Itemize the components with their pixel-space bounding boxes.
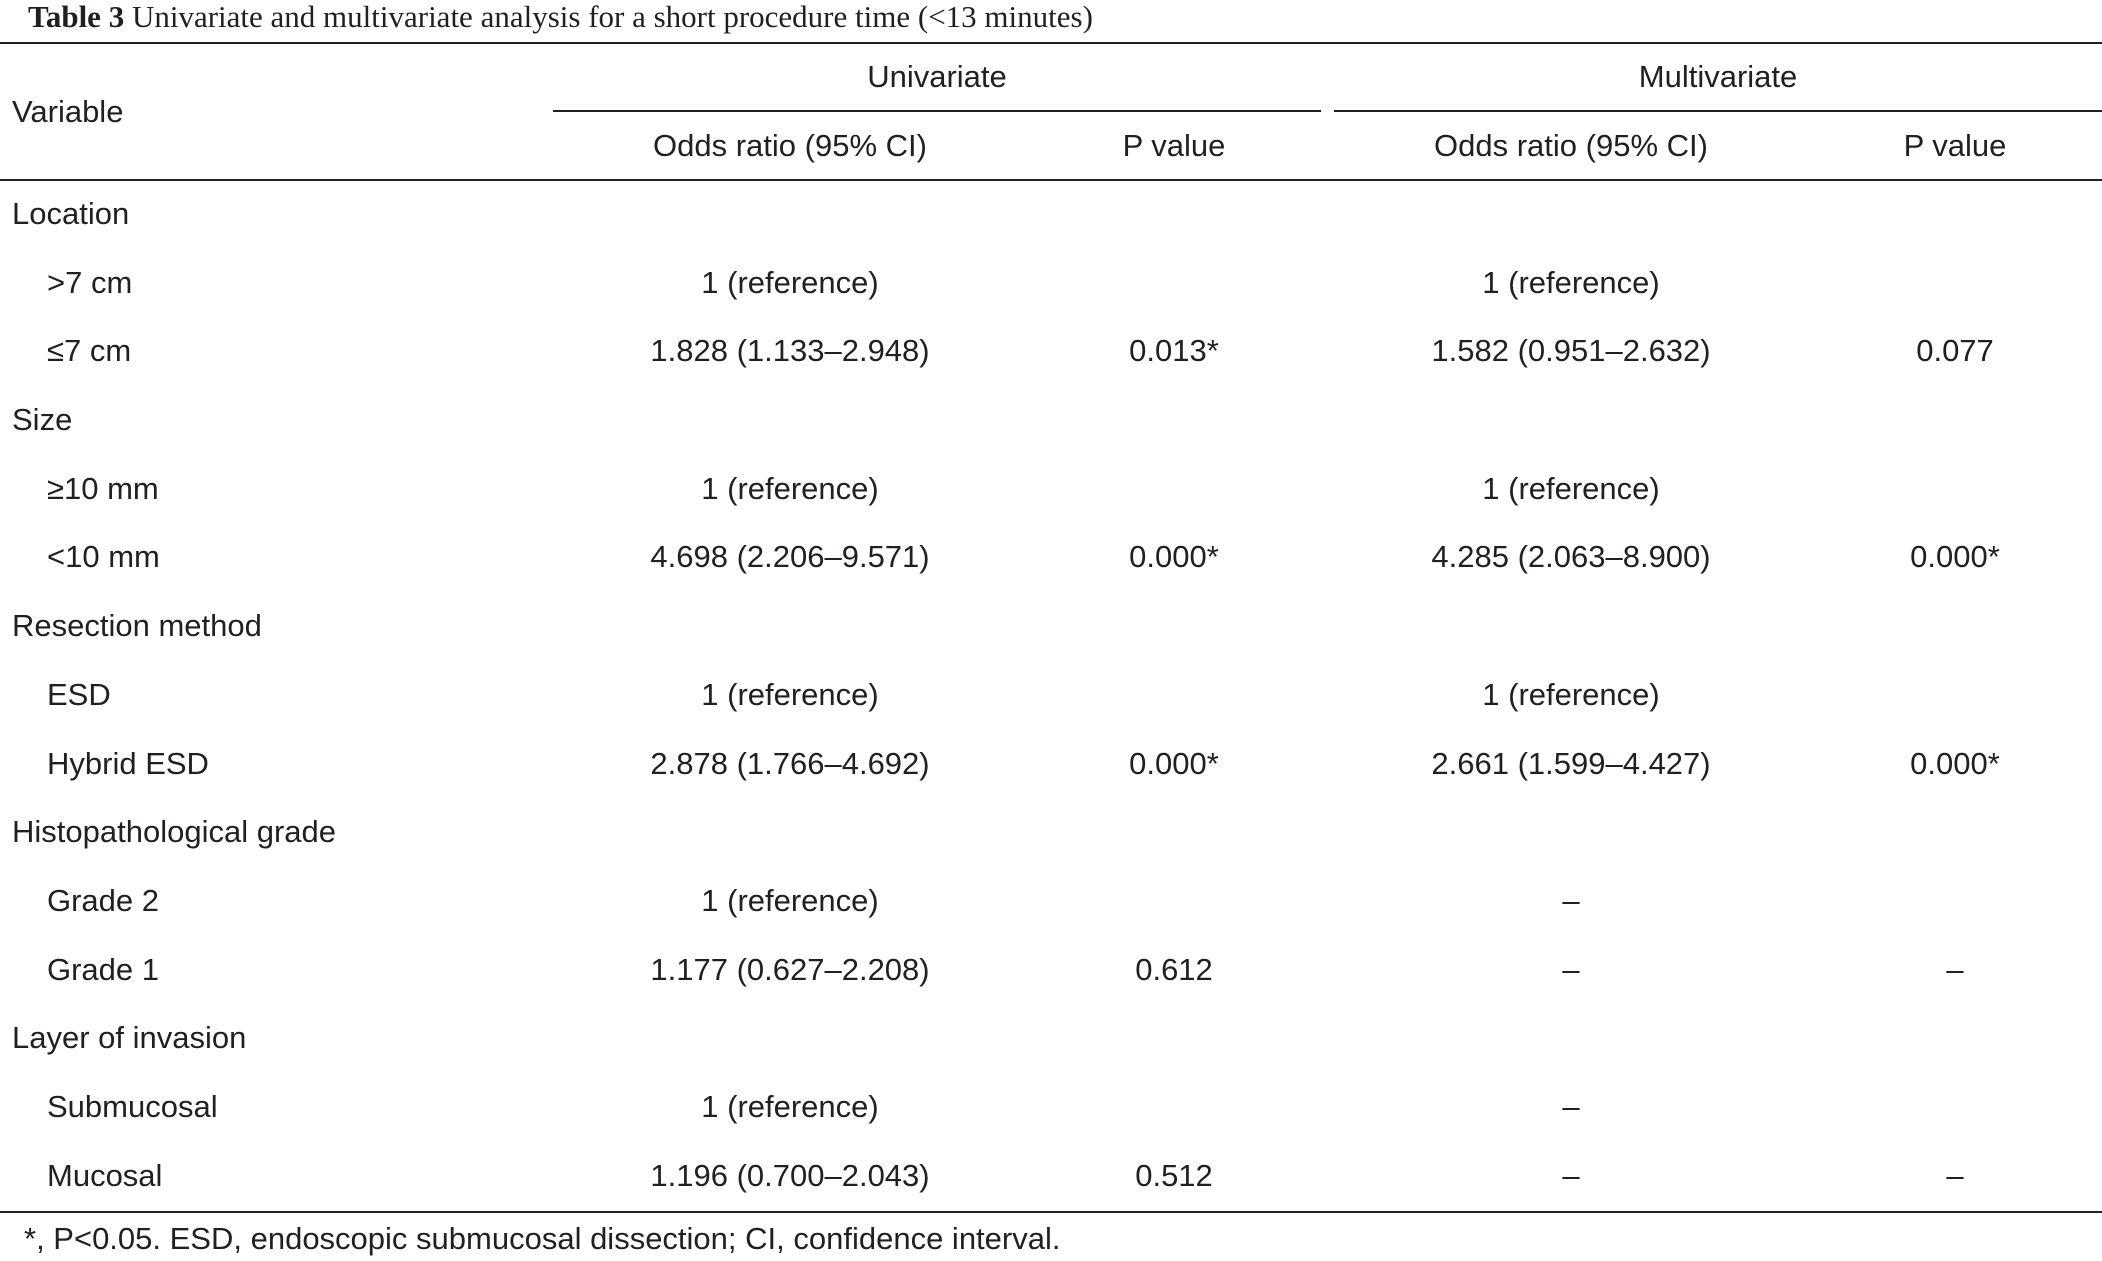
table-group-row: Location <box>0 181 2102 250</box>
header-univariate: Univariate <box>867 59 1007 94</box>
cell-multivariate-odds-ratio: 1.582 (0.951–2.632) <box>1431 333 1711 369</box>
table-row: ≥10 mm 1 (reference) 1 (reference) <box>0 456 2102 525</box>
cell-univariate-p-value: 0.612 <box>1135 951 1213 987</box>
cell-variable: >7 cm <box>47 264 133 300</box>
cell-variable: <10 mm <box>47 539 160 575</box>
cell-multivariate-odds-ratio: 4.285 (2.063–8.900) <box>1431 539 1711 575</box>
table-row: >7 cm 1 (reference) 1 (reference) <box>0 250 2102 319</box>
cell-univariate-p-value: 0.000* <box>1129 745 1219 781</box>
cell-multivariate-p-value: – <box>1946 951 1964 987</box>
cell-multivariate-odds-ratio: – <box>1562 1088 1580 1124</box>
cell-multivariate-p-value: 0.000* <box>1910 539 2000 575</box>
table-footnote: *, P<0.05. ESD, endoscopic submucosal di… <box>24 1221 1061 1256</box>
cell-univariate-odds-ratio: 1.196 (0.700–2.043) <box>650 1157 930 1193</box>
cell-univariate-odds-ratio: 1 (reference) <box>701 470 879 506</box>
cell-univariate-odds-ratio: 1.828 (1.133–2.948) <box>650 333 930 369</box>
header-multivariate-p-value: P value <box>1903 128 2007 163</box>
table-row: Grade 2 1 (reference) – <box>0 868 2102 937</box>
table-row: Submucosal 1 (reference) – <box>0 1074 2102 1143</box>
table-group-row: Resection method <box>0 593 2102 662</box>
cell-variable: Layer of invasion <box>12 1020 247 1056</box>
univariate-group-rule <box>553 110 1321 112</box>
cell-univariate-p-value: 0.000* <box>1129 539 1219 575</box>
cell-univariate-odds-ratio: 1.177 (0.627–2.208) <box>650 951 930 987</box>
cell-variable: Grade 2 <box>47 882 160 918</box>
cell-multivariate-p-value: 0.077 <box>1916 333 1994 369</box>
cell-multivariate-p-value: – <box>1946 1157 1964 1193</box>
header-multivariate-odds-ratio: Odds ratio (95% CI) <box>1434 128 1708 163</box>
table-caption-label: Table 3 <box>28 0 125 34</box>
header-multivariate: Multivariate <box>1638 59 1798 94</box>
cell-multivariate-odds-ratio: – <box>1562 1157 1580 1193</box>
cell-variable: Size <box>12 402 73 438</box>
header-bottom-rule <box>0 179 2102 181</box>
cell-multivariate-p-value: 0.000* <box>1910 745 2000 781</box>
cell-variable: ESD <box>47 676 111 712</box>
cell-univariate-odds-ratio: 1 (reference) <box>701 264 879 300</box>
table-caption-text: Univariate and multivariate analysis for… <box>124 0 1093 34</box>
cell-multivariate-odds-ratio: – <box>1562 882 1580 918</box>
cell-variable: ≤7 cm <box>47 333 132 369</box>
cell-variable: Hybrid ESD <box>47 745 209 781</box>
table-row: ESD 1 (reference) 1 (reference) <box>0 662 2102 731</box>
multivariate-group-rule <box>1334 110 2102 112</box>
cell-multivariate-odds-ratio: 1 (reference) <box>1482 470 1660 506</box>
header-variable: Variable <box>12 94 124 129</box>
header-univariate-p-value: P value <box>1122 128 1226 163</box>
table-top-rule <box>0 42 2102 44</box>
table-caption: Table 3 Univariate and multivariate anal… <box>28 0 1093 40</box>
cell-variable: Mucosal <box>47 1157 163 1193</box>
table-group-row: Histopathological grade <box>0 799 2102 868</box>
cell-multivariate-odds-ratio: – <box>1562 951 1580 987</box>
table-row: Hybrid ESD 2.878 (1.766–4.692) 0.000* 2.661… <box>0 731 2102 800</box>
cell-variable: Submucosal <box>47 1088 218 1124</box>
cell-multivariate-odds-ratio: 2.661 (1.599–4.427) <box>1431 745 1711 781</box>
table-group-row: Layer of invasion <box>0 1005 2102 1074</box>
table-body: Location >7 cm 1 (reference) 1 (reference) ≤… <box>0 181 2102 1211</box>
cell-variable: Resection method <box>12 608 262 644</box>
table-row: ≤7 cm 1.828 (1.133–2.948) 0.013* 1.582 (0.9… <box>0 318 2102 387</box>
cell-univariate-odds-ratio: 4.698 (2.206–9.571) <box>650 539 930 575</box>
table-row: Mucosal 1.196 (0.700–2.043) 0.512 – – <box>0 1143 2102 1212</box>
table-bottom-rule <box>0 1211 2102 1213</box>
cell-univariate-p-value: 0.013* <box>1129 333 1219 369</box>
cell-variable: ≥10 mm <box>47 470 159 506</box>
table-group-row: Size <box>0 387 2102 456</box>
cell-variable: Grade 1 <box>47 951 160 987</box>
table-row: Grade 1 1.177 (0.627–2.208) 0.612 – – <box>0 937 2102 1006</box>
header-univariate-odds-ratio: Odds ratio (95% CI) <box>653 128 927 163</box>
cell-univariate-odds-ratio: 2.878 (1.766–4.692) <box>650 745 930 781</box>
cell-multivariate-odds-ratio: 1 (reference) <box>1482 264 1660 300</box>
cell-variable: Histopathological grade <box>12 814 336 850</box>
cell-multivariate-odds-ratio: 1 (reference) <box>1482 676 1660 712</box>
cell-univariate-odds-ratio: 1 (reference) <box>701 882 879 918</box>
table-row: <10 mm 4.698 (2.206–9.571) 0.000* 4.285 (2.… <box>0 524 2102 593</box>
cell-variable: Location <box>12 196 130 231</box>
cell-univariate-odds-ratio: 1 (reference) <box>701 676 879 712</box>
cell-univariate-odds-ratio: 1 (reference) <box>701 1088 879 1124</box>
cell-univariate-p-value: 0.512 <box>1135 1157 1213 1193</box>
